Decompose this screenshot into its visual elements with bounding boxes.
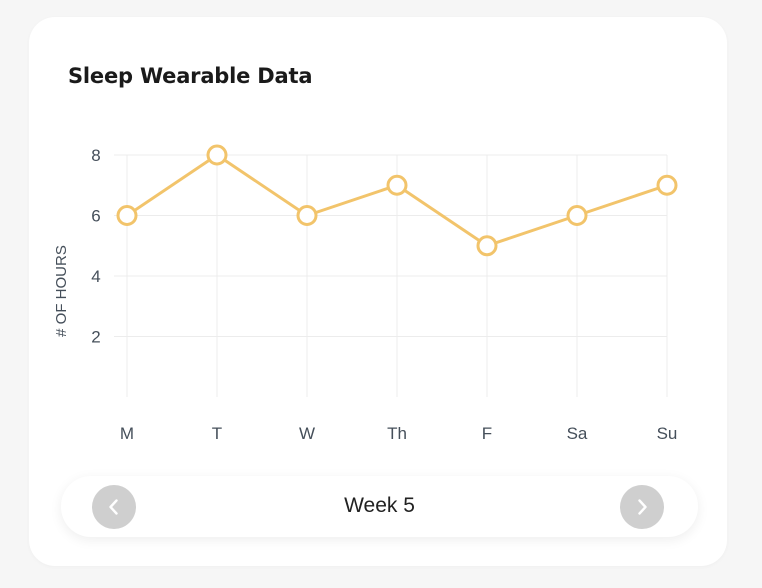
y-tick-label: 2 [91, 328, 100, 347]
y-tick-label: 8 [91, 146, 100, 165]
y-tick-label: 4 [91, 267, 100, 286]
sleep-line-chart: 2 4 6 8 M T W Th F Sa Su # OF HOURS [53, 144, 678, 443]
week-label: Week 5 [344, 494, 415, 517]
sleep-data-card [29, 17, 727, 566]
x-tick-label: M [120, 424, 134, 443]
x-tick-label: Sa [567, 424, 588, 443]
chevron-left-icon [109, 499, 118, 515]
previous-week-button[interactable] [92, 485, 136, 529]
x-axis-ticks: M T W Th F Sa Su [120, 424, 677, 443]
x-tick-label: T [212, 424, 222, 443]
y-axis-ticks: 2 4 6 8 [91, 146, 100, 347]
data-point [206, 144, 228, 166]
chart-grid [114, 154, 668, 397]
week-pager: Week 5 [61, 476, 698, 537]
x-tick-label: W [299, 424, 315, 443]
data-point [656, 174, 678, 196]
y-axis-label: # OF HOURS [53, 245, 70, 337]
x-tick-label: Su [657, 424, 678, 443]
data-point [296, 205, 318, 226]
next-week-button[interactable] [620, 485, 664, 529]
data-point [476, 235, 498, 257]
x-tick-label: F [482, 424, 492, 443]
x-tick-label: Th [387, 424, 407, 443]
data-point [566, 205, 588, 226]
series-layer [116, 144, 678, 257]
data-point [386, 174, 408, 196]
chart-title: Sleep Wearable Data [68, 64, 313, 88]
chevron-right-icon [638, 499, 647, 515]
data-point [116, 205, 138, 226]
y-tick-label: 6 [91, 207, 100, 226]
